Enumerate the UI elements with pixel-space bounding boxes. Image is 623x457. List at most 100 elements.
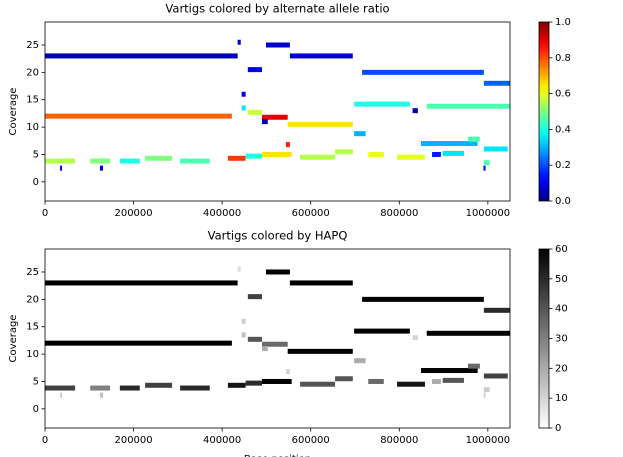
y-tick-label: 20 — [26, 294, 39, 305]
plot-frame — [44, 248, 511, 429]
vartig — [265, 269, 290, 275]
y-tick-label: 15 — [26, 322, 39, 333]
colorbar-tick-label: 60 — [555, 244, 568, 255]
y-tick-label: 10 — [26, 122, 39, 133]
vartig — [300, 154, 336, 160]
vartig — [145, 382, 173, 388]
vartig — [368, 378, 384, 384]
x-tick-label: 1000000 — [466, 208, 511, 219]
vartig — [483, 165, 486, 171]
vartig — [99, 392, 104, 398]
vartig — [241, 318, 246, 324]
vartig — [335, 376, 353, 382]
vartig — [354, 101, 410, 107]
vartig — [241, 105, 246, 111]
vartig — [265, 42, 290, 48]
y-tick-label: 25 — [26, 40, 39, 51]
x-tick-label: 0 — [42, 435, 48, 446]
vartig — [237, 39, 241, 45]
vartig — [45, 280, 238, 286]
vartig — [354, 358, 366, 364]
colorbar — [538, 248, 550, 429]
vartig — [241, 332, 246, 338]
vartig — [180, 385, 210, 391]
vartig — [285, 369, 290, 375]
colorbar-tick-label: 0.2 — [555, 160, 571, 171]
vartig — [45, 53, 238, 59]
colorbar-tick-label: 20 — [555, 363, 568, 374]
x-axis-label: Base position — [244, 454, 311, 457]
vartig — [412, 108, 418, 114]
vartig — [90, 385, 111, 391]
vartig — [483, 392, 486, 398]
vartig — [483, 146, 508, 152]
vartig — [45, 340, 232, 346]
vartig — [397, 381, 425, 387]
vartig — [432, 151, 441, 157]
colorbar-tick-label: 0 — [555, 423, 561, 434]
y-tick-label: 5 — [33, 376, 39, 387]
colorbar-tick-label: 50 — [555, 274, 568, 285]
vartig — [180, 158, 210, 164]
vartig — [397, 154, 425, 160]
x-tick-label: 800000 — [380, 208, 418, 219]
y-tick-label: 20 — [26, 67, 39, 78]
colorbar — [538, 21, 550, 202]
x-tick-label: 800000 — [380, 435, 418, 446]
chart-title: Vartigs colored by alternate allele rati… — [165, 2, 389, 16]
vartig — [354, 131, 366, 137]
x-tick-label: 400000 — [203, 435, 241, 446]
y-tick-label: 0 — [33, 404, 39, 415]
vartig — [335, 149, 353, 155]
vartig — [368, 151, 384, 157]
vartig — [247, 336, 262, 342]
y-axis-label: Coverage — [8, 88, 19, 136]
colorbar-tick-label: 0.6 — [555, 89, 571, 100]
y-tick-label: 15 — [26, 95, 39, 106]
vartig — [483, 373, 508, 379]
colorbar-tick-label: 0.0 — [555, 196, 571, 207]
vartig — [241, 91, 246, 97]
vartig — [45, 158, 76, 164]
vartig — [467, 363, 480, 369]
vartig — [300, 381, 336, 387]
x-tick-label: 200000 — [114, 435, 152, 446]
colorbar-tick-label: 40 — [555, 304, 568, 315]
vartig — [237, 266, 241, 272]
vartig — [483, 307, 510, 313]
chart-title: Vartigs colored by HAPQ — [208, 229, 348, 243]
vartig — [262, 341, 288, 347]
vartig — [247, 67, 262, 73]
x-tick-label: 600000 — [292, 435, 330, 446]
vartig — [442, 150, 464, 156]
x-tick-label: 600000 — [292, 208, 330, 219]
vartig — [119, 158, 140, 164]
vartig — [467, 136, 480, 142]
vartig — [426, 103, 510, 109]
vartig — [483, 80, 510, 86]
colorbar-tick-label: 0.4 — [555, 124, 571, 135]
vartig — [60, 165, 63, 171]
x-tick-label: 0 — [42, 208, 48, 219]
vartig — [245, 153, 262, 159]
colorbar-tick-label: 30 — [555, 334, 568, 345]
vartig — [289, 53, 353, 59]
vartig — [99, 165, 104, 171]
colorbar-tick-label: 10 — [555, 393, 568, 404]
x-tick-label: 200000 — [114, 208, 152, 219]
vartig — [145, 155, 173, 161]
x-tick-label: 400000 — [203, 208, 241, 219]
vartig — [227, 382, 246, 388]
vartig — [426, 330, 510, 336]
vartig — [119, 385, 140, 391]
vartig — [245, 380, 262, 386]
vartig — [90, 158, 111, 164]
vartig — [362, 296, 484, 302]
y-tick-label: 5 — [33, 149, 39, 160]
vartig — [442, 377, 464, 383]
vartig — [289, 280, 353, 286]
y-axis-label: Coverage — [8, 315, 19, 363]
vartig — [60, 392, 63, 398]
plot-frame — [44, 21, 511, 202]
y-tick-label: 25 — [26, 267, 39, 278]
